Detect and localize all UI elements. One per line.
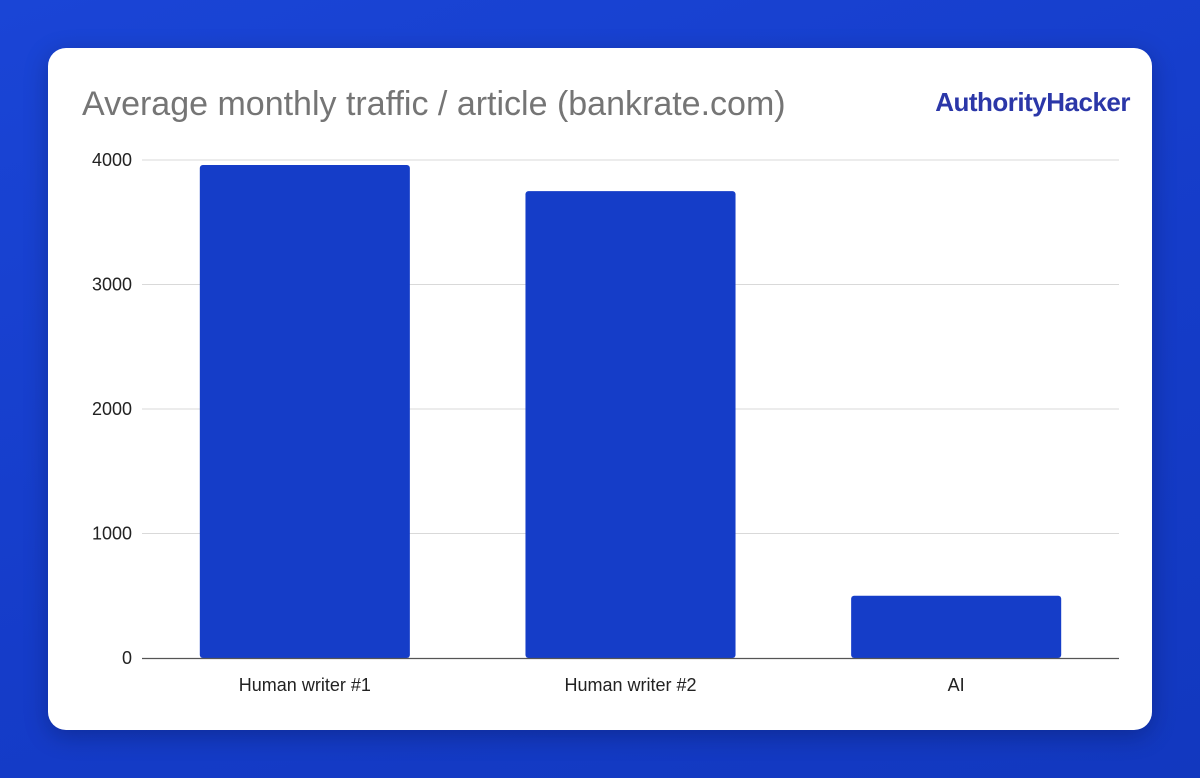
x-tick-label: AI [948,675,965,695]
y-tick-label: 3000 [92,275,132,295]
y-tick-label: 4000 [92,150,132,170]
x-tick-label: Human writer #2 [564,675,696,695]
y-tick-label: 0 [122,648,132,668]
bar [199,164,410,658]
brand-logo: AuthorityHacker [935,87,1130,117]
y-tick-label: 1000 [92,524,132,544]
y-tick-label: 2000 [92,399,132,419]
chart-title: Average monthly traffic / article (bankr… [82,85,786,123]
bar [525,191,736,658]
chart-card: Average monthly traffic / article (bankr… [48,48,1152,730]
x-tick-label: Human writer #1 [239,675,371,695]
bar-chart: 0 1000 2000 3000 4000 Human writer #1 Human wr… [92,150,1119,695]
bar [851,595,1062,658]
